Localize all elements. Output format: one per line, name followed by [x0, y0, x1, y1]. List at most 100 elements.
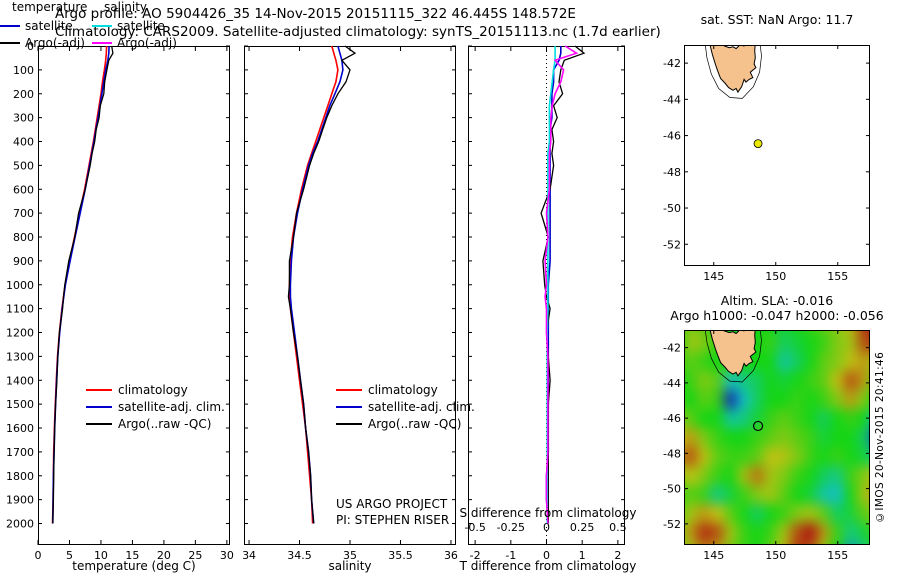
series-line-satellite-adj--clim- [52, 45, 110, 524]
climatology-line-swatch [336, 388, 362, 391]
climatology-line-swatch [86, 388, 112, 391]
x-tick-label: 34.5 [287, 549, 312, 562]
x-tick-label: 35 [343, 549, 357, 562]
temperature-legend: climatology satellite-adj. clim. Argo(..… [86, 381, 225, 432]
difference-profile-panel: -2 -1 0 1 2 -0.5 -0.25 0 0.25 0.5 [464, 45, 627, 562]
depth-tick-label: 2000 [6, 518, 34, 531]
x-tick-label: 0 [543, 549, 550, 562]
lat-tick-label: -42 [663, 342, 681, 355]
axis-box [244, 46, 456, 545]
s-tick-label: -0.5 [464, 521, 485, 534]
sst-map-title: sat. SST: NaN Argo: 11.7 [700, 12, 854, 27]
legend-label: Argo(-adj) [25, 36, 85, 50]
lon-tick-label: 145 [703, 549, 724, 562]
legend-item-satellite-s: satellite [92, 19, 165, 33]
depth-tick-label: 1100 [6, 303, 34, 316]
depth-tick-label: 1300 [6, 350, 34, 363]
salinity-axis-label: salinity [328, 559, 372, 573]
argo-position-marker [753, 139, 763, 149]
depth-tick-label: 700 [13, 207, 34, 220]
shelf-contour [704, 330, 762, 383]
depth-tick-label: 800 [13, 231, 34, 244]
depth-tick-label: 500 [13, 159, 34, 172]
sla-heatmap [685, 331, 869, 544]
series-line-climatology [288, 45, 339, 524]
difference-profile-svg: -2 -1 0 1 2 -0.5 -0.25 0 0.25 0.5 [464, 45, 627, 562]
argo-s-line-swatch [92, 42, 112, 44]
legend-label: Argo(..raw -QC) [118, 416, 212, 431]
figure-title-line2: Climatology: CARS2009. Satellite-adjuste… [55, 24, 661, 40]
axis-box [684, 330, 870, 545]
lat-tick-label: -46 [663, 412, 681, 425]
legend-item-argo: Argo(..raw -QC) [336, 415, 475, 432]
s-tick-label: -0.25 [497, 521, 525, 534]
satellite-clim-line-swatch [86, 405, 112, 408]
depth-tick-label: 1700 [6, 446, 34, 459]
depth-tick-label: 1200 [6, 327, 34, 340]
sla-heatmap-panel: 145 150 155 -42 -44 -46 -48 -50 -52 [663, 330, 870, 562]
t-difference-axis-label: T difference from climatology [459, 559, 637, 573]
sla-map-title-line1: Altim. SLA: -0.016 [720, 293, 834, 308]
depth-tick-label: 400 [13, 136, 34, 149]
lon-tick-label: 155 [827, 270, 848, 283]
x-tick-label: 5 [66, 549, 73, 562]
temperature-axis-label: temperature (deg C) [72, 559, 196, 573]
difference-legend: temperature salinity satellite Argo(-adj… [0, 0, 180, 56]
series-line-satellite-adj--clim- [289, 45, 344, 524]
legend-item-argo: Argo(..raw -QC) [86, 415, 225, 432]
project-annotation: US ARGO PROJECT [336, 497, 448, 511]
argo-line-swatch [86, 422, 112, 425]
x-tick-label: 1 [579, 549, 586, 562]
shelf-contour [704, 45, 762, 99]
legend-item-satellite-t: satellite [0, 19, 73, 33]
depth-tick-label: 900 [13, 255, 34, 268]
depth-tick-label: 1000 [6, 279, 34, 292]
satellite-clim-line-swatch [336, 405, 362, 408]
imos-copyright-text: ©IMOS 20-Nov-2015 20:41:46 [874, 351, 886, 524]
lat-tick-label: -50 [663, 483, 681, 496]
tasmania-landmass [709, 330, 757, 377]
legend-item-argo-s: Argo(-adj) [92, 36, 177, 50]
satellite-t-line-swatch [0, 25, 20, 27]
pi-annotation: PI: STEPHEN RISER [336, 513, 450, 527]
lat-tick-label: -50 [663, 202, 681, 215]
depth-tick-label: 1400 [6, 374, 34, 387]
legend-label: satellite [25, 19, 73, 33]
depth-tick-label: 600 [13, 183, 34, 196]
depth-tick-label: 1900 [6, 494, 34, 507]
x-tick-label: 0 [35, 549, 42, 562]
depth-tick-label: 200 [13, 88, 34, 101]
series-line-salinity-argo--adj- [544, 45, 579, 524]
location-map-svg: 145 150 155 -42 -44 -46 -48 -50 -52 [663, 45, 870, 283]
axis-box [38, 46, 230, 545]
salinity-profile-panel: 34 34.5 35 35.5 36 [242, 45, 458, 562]
lon-tick-label: 155 [827, 549, 848, 562]
lat-tick-label: -44 [663, 377, 681, 390]
legend-label: Argo(..raw -QC) [368, 416, 462, 431]
salinity-profile-svg: 34 34.5 35 35.5 36 [242, 45, 458, 562]
x-tick-label: -1 [505, 549, 516, 562]
lat-tick-label: -46 [663, 130, 681, 143]
sla-map-title-line2: Argo h1000: -0.047 h2000: -0.056 [670, 308, 884, 323]
lon-tick-label: 145 [703, 270, 724, 283]
legend-header-salinity: salinity [104, 0, 148, 14]
lat-tick-label: -48 [663, 166, 681, 179]
legend-label: climatology [118, 382, 188, 397]
legend-item-satellite-clim: satellite-adj. clim. [336, 398, 475, 415]
legend-label: satellite [117, 19, 165, 33]
depth-tick-label: 1800 [6, 470, 34, 483]
lat-tick-label: -42 [663, 57, 681, 70]
tasmania-landmass [709, 45, 757, 94]
lon-tick-label: 150 [765, 270, 786, 283]
figure-title-line1: Argo profile: AO 5904426_35 14-Nov-2015 … [55, 6, 576, 22]
x-tick-label: 25 [188, 549, 202, 562]
axis-box [684, 45, 870, 266]
lon-tick-label: 150 [765, 549, 786, 562]
legend-item-climatology: climatology [86, 381, 225, 398]
x-tick-label: -2 [470, 549, 481, 562]
argo-line-swatch [336, 422, 362, 425]
depth-tick-label: 300 [13, 112, 34, 125]
legend-header-temperature: temperature [12, 0, 88, 14]
lat-tick-label: -52 [663, 518, 681, 531]
